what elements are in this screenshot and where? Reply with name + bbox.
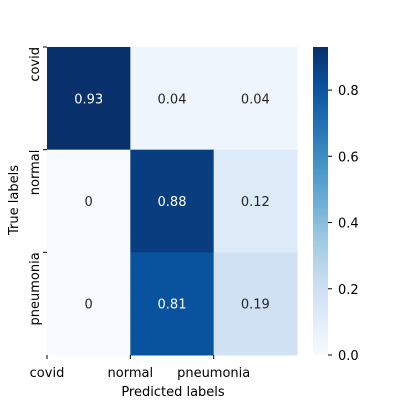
y-tick-label-normal: normal <box>28 150 43 196</box>
colorbar-tick-label: 0.6 <box>338 150 359 165</box>
colorbar-tick-label: 0.0 <box>338 349 359 364</box>
colorbar-tick-label: 0.2 <box>338 283 359 298</box>
cell-value-label: 0.81 <box>158 298 187 313</box>
cell-value-label: 0 <box>85 195 93 210</box>
y-tick-label-pneumonia: pneumonia <box>28 252 43 325</box>
colorbar: 0.0 0.2 0.4 0.6 0.8 <box>313 47 359 364</box>
cell-value-label: 0.04 <box>241 92 270 107</box>
cell-value-label: 0.04 <box>158 92 187 107</box>
cell-value-label: 0.19 <box>241 298 270 313</box>
colorbar-gradient <box>313 47 328 355</box>
x-axis-ticks: covid normal pneumonia <box>30 355 251 381</box>
cell-value-label: 0.93 <box>74 92 103 107</box>
colorbar-tick-label: 0.8 <box>338 84 359 99</box>
cell-value-label: 0 <box>85 298 93 313</box>
y-tick-label-covid: covid <box>28 47 43 82</box>
y-axis-ticks: covid normal pneumonia <box>28 47 47 326</box>
cell-value-label: 0.88 <box>158 195 187 210</box>
x-axis-label: Predicted labels <box>121 385 225 400</box>
x-tick-label-normal: normal <box>108 366 154 381</box>
x-tick-label-pneumonia: pneumonia <box>177 366 250 381</box>
y-axis-label: True labels <box>7 165 22 236</box>
cell-value-label: 0.12 <box>241 195 270 210</box>
colorbar-tick-label: 0.4 <box>338 217 359 232</box>
x-tick-label-covid: covid <box>30 366 65 381</box>
